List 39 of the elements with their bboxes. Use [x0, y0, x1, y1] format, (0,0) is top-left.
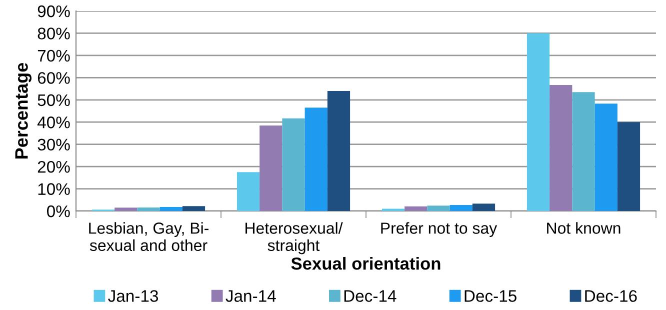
x-tick-label: Not known — [547, 222, 620, 234]
bar — [304, 108, 328, 211]
bar — [160, 207, 182, 211]
bar — [137, 207, 160, 211]
legend-label: Dec-16 — [585, 290, 637, 302]
bar — [617, 122, 640, 211]
bar — [572, 92, 595, 211]
x-axis-title: Sexual orientation — [291, 256, 440, 270]
legend-label: Dec-15 — [464, 290, 516, 302]
x-tick-label: Prefer not to say — [381, 222, 498, 237]
bar — [236, 172, 260, 211]
bar — [114, 208, 138, 211]
y-tick-label: 10% — [38, 183, 70, 195]
y-tick-label: 60% — [38, 72, 70, 84]
bar — [472, 204, 496, 211]
x-tick-label: Lesbian, Gay, Bi- sexual and other — [89, 222, 208, 252]
y-tick-label: 0% — [47, 205, 70, 218]
bar — [404, 206, 428, 211]
y-tick-label: 70% — [38, 50, 70, 62]
y-axis-title: Percentage — [15, 62, 32, 158]
y-tick-label: 50% — [38, 94, 70, 106]
y-tick-label: 80% — [38, 28, 70, 40]
y-tick-label: 30% — [38, 138, 70, 151]
legend-label: Dec-14 — [344, 290, 396, 302]
bar — [594, 104, 618, 211]
bar — [282, 118, 305, 211]
bar — [450, 205, 472, 211]
legend-label: Jan-14 — [226, 290, 276, 302]
bar — [526, 33, 550, 211]
bar — [427, 206, 450, 211]
bar — [550, 85, 572, 211]
bar — [182, 206, 206, 211]
legend-label: Jan-13 — [108, 290, 158, 302]
bar — [327, 91, 350, 211]
y-tick-label: 20% — [38, 160, 70, 173]
x-tick-label: Heterosexual/ straight — [246, 222, 343, 254]
y-tick-label: 40% — [37, 116, 70, 128]
y-tick-label: 90% — [38, 5, 70, 18]
bar — [260, 125, 282, 211]
